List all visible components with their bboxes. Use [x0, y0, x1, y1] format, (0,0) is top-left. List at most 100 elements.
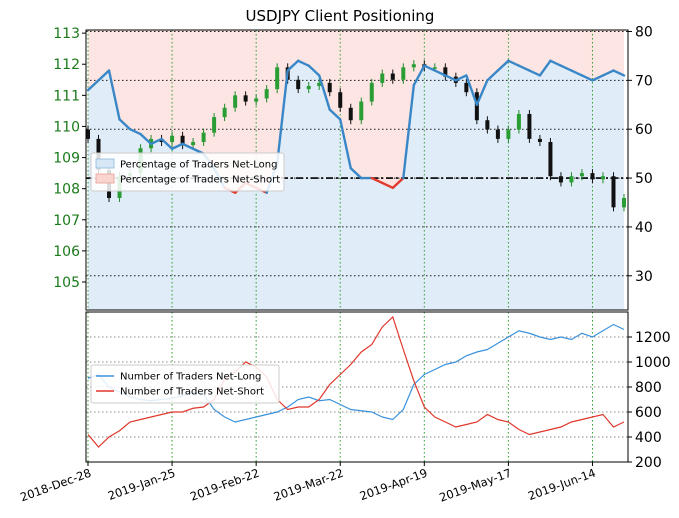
price-candle: [243, 95, 248, 102]
right-axis-tick-label: 80: [635, 24, 653, 40]
net-long-line-segment: [370, 176, 384, 185]
net-long-line-segment: [538, 59, 552, 77]
net-long-line-segment: [181, 142, 195, 150]
net-long-line-segment: [149, 137, 163, 146]
net-long-line-segment: [507, 59, 521, 67]
net-long-line-segment: [580, 74, 594, 82]
net-long-line-segment: [433, 69, 447, 77]
net-long-line-segment: [139, 132, 153, 146]
net-long-line-segment: [475, 79, 489, 106]
bottom-axis-tick-label: 1000: [635, 355, 671, 371]
left-axis-tick-label: 105: [53, 275, 80, 291]
price-candle: [233, 95, 238, 108]
bottom-axis-tick-label: 1200: [635, 330, 671, 346]
legend-label: Number of Traders Net-Long: [120, 372, 261, 383]
price-candle: [537, 138, 542, 142]
net-long-line-segment: [528, 69, 542, 77]
net-long-line-segment: [86, 79, 100, 92]
price-candle: [474, 92, 479, 121]
price-candle: [506, 129, 511, 139]
top-panel-frame: [85, 29, 629, 311]
net-long-line-segment: [486, 69, 500, 82]
net-short-area: [88, 30, 624, 193]
right-axis-tick-label: 50: [635, 171, 653, 187]
net-long-line-segment: [275, 69, 289, 165]
legend-label: Percentage of Traders Net-Long: [120, 160, 278, 171]
price-candle: [180, 135, 185, 146]
price-candle: [338, 92, 343, 108]
net-long-line-segment: [612, 69, 626, 77]
price-candle: [380, 73, 385, 83]
net-long-line-segment: [128, 127, 142, 136]
net-long-line-segment: [570, 69, 584, 77]
price-candle: [611, 176, 616, 208]
net-long-line-segment: [118, 118, 132, 131]
price-candle: [327, 82, 332, 93]
left-axis-tick-label: 110: [53, 119, 80, 135]
price-candle: [443, 67, 448, 77]
price-candle: [485, 120, 490, 130]
net-long-line-segment: [454, 74, 468, 82]
net-long-line-segment: [286, 59, 300, 72]
price-candle: [401, 67, 406, 80]
net-long-line-segment: [444, 74, 458, 82]
price-candle: [579, 173, 584, 177]
price-candle: [191, 142, 196, 146]
net-long-line-segment: [601, 69, 615, 77]
net-long-line-segment: [559, 64, 573, 72]
price-candle: [296, 79, 301, 90]
traders-net-short-line: [87, 315, 625, 448]
legend-swatch: [95, 158, 115, 169]
bottom-axis-tick-label: 600: [635, 405, 662, 421]
top-legend: Percentage of Traders Net-Long Percentage…: [90, 152, 285, 192]
price-candle: [432, 67, 437, 69]
price-candle: [359, 101, 364, 121]
net-long-line-segment: [465, 74, 479, 106]
chart-title: USDJPY Client Positioning: [246, 7, 435, 25]
price-candle: [495, 129, 500, 139]
net-long-line-segment: [381, 181, 394, 190]
legend-box: [90, 152, 285, 192]
net-long-line-segment: [423, 64, 437, 72]
net-long-line-segment: [402, 84, 416, 180]
x-axis-tick-label: 2019-Jun-14: [526, 466, 597, 503]
x-axis-tick-label: 2019-Apr-19: [358, 466, 430, 503]
net-long-line-segment: [549, 59, 563, 67]
net-long-line-segment: [170, 142, 184, 150]
net-long-line-segment: [160, 137, 174, 150]
legend-box: [90, 364, 280, 404]
left-axis-tick-label: 106: [53, 244, 80, 260]
price-candle: [411, 64, 416, 68]
bottom-axis-tick-label: 800: [635, 380, 662, 396]
price-candle: [464, 82, 469, 93]
price-candle: [527, 114, 532, 139]
price-candle: [212, 117, 217, 133]
price-candle: [170, 135, 175, 142]
x-axis-tick-label: 2019-Mar-22: [272, 466, 346, 504]
net-long-line-segment: [328, 108, 342, 121]
price-candle: [569, 176, 574, 183]
x-axis-tick-label: 2019-May-17: [437, 466, 513, 505]
price-candle: [254, 98, 259, 102]
price-candle: [558, 176, 563, 183]
price-candle: [222, 107, 227, 118]
legend-swatch: [95, 173, 115, 184]
net-long-line-segment: [496, 59, 510, 72]
net-long-line-segment: [412, 64, 426, 87]
left-axis-tick-label: 112: [53, 57, 80, 73]
right-axis-tick-label: 70: [635, 73, 653, 89]
net-long-line-segment: [391, 176, 405, 190]
net-long-line-segment: [107, 69, 121, 121]
net-long-line-segment: [349, 167, 363, 180]
price-candle: [390, 73, 395, 80]
price-candle: [86, 129, 90, 139]
price-candle: [201, 132, 206, 142]
price-candle: [264, 89, 269, 99]
price-candle: [516, 114, 521, 130]
left-axis-tick-label: 113: [53, 26, 80, 42]
x-axis-tick-label: 2018-Dec-28: [18, 466, 93, 505]
net-long-line-segment: [591, 74, 605, 82]
left-axis-tick-label: 107: [53, 213, 80, 229]
price-candle: [306, 86, 311, 90]
net-long-line-segment: [97, 69, 111, 82]
